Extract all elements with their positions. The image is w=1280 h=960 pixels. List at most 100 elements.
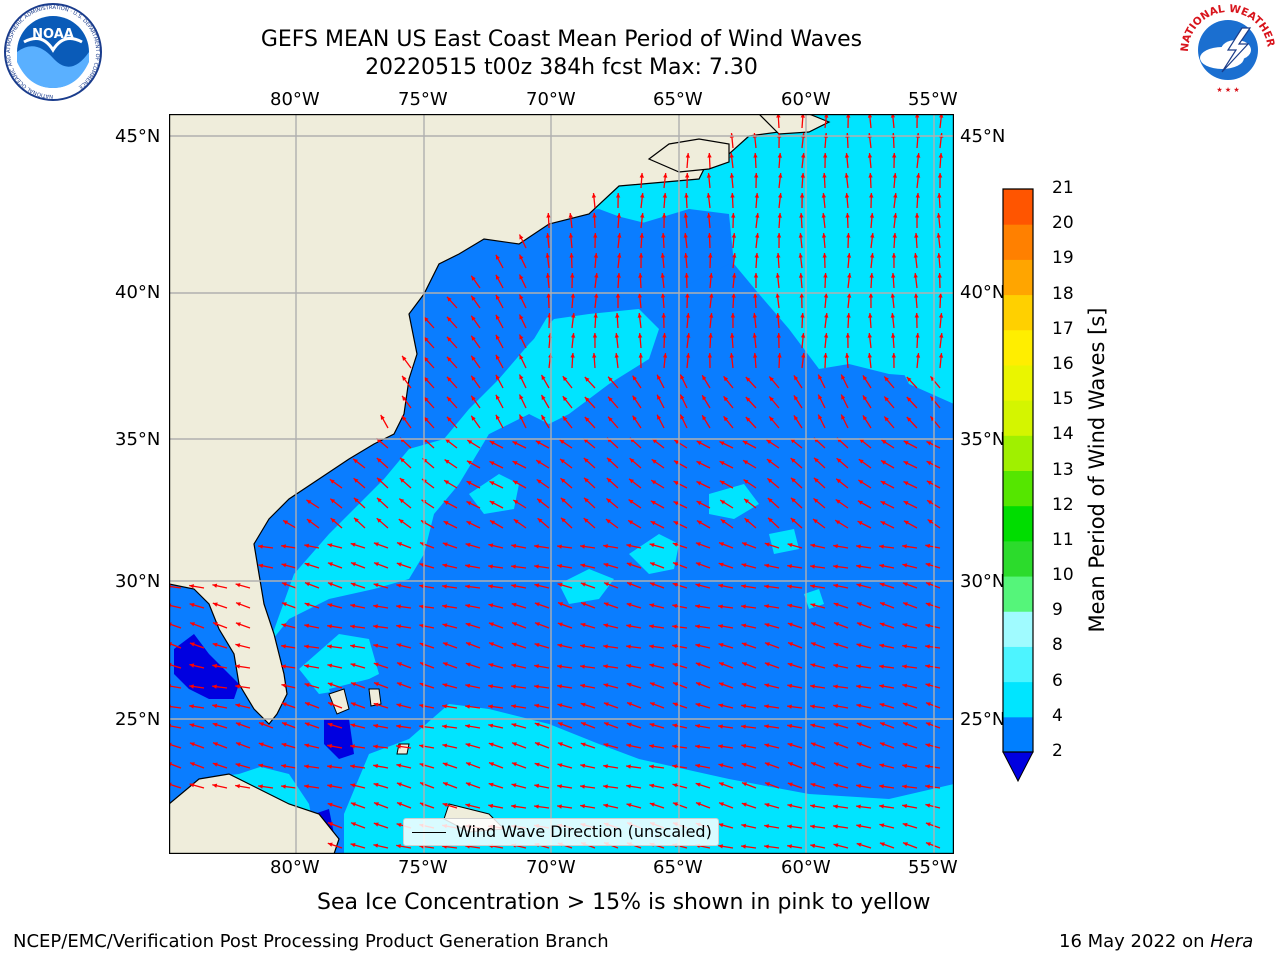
wave-direction-arrowhead	[798, 253, 803, 258]
wave-direction-arrowhead	[859, 438, 865, 444]
wave-direction-arrowhead	[833, 843, 839, 848]
wave-direction-arrowhead	[213, 622, 218, 627]
wave-direction-arrowhead	[672, 702, 678, 707]
wave-direction-arrowhead	[512, 461, 518, 466]
wave-direction-arrowhead	[685, 293, 690, 298]
wave-direction-arrowhead	[890, 313, 895, 318]
wave-direction-arrowhead	[718, 782, 724, 787]
wave-direction-arrowhead	[536, 479, 542, 484]
wave-direction-arrowhead	[374, 562, 379, 567]
wave-direction-arrowhead	[396, 643, 402, 648]
wave-direction-arrowhead	[626, 722, 632, 727]
wave-direction-arrowhead	[442, 762, 448, 767]
wave-direction-arrowhead	[629, 478, 634, 484]
wave-direction-arrowhead	[376, 518, 382, 523]
lat-tick-left-35n: 35°N	[115, 429, 161, 450]
wave-direction-arrowhead	[821, 193, 827, 198]
wave-direction-arrowhead	[821, 233, 827, 238]
wave-direction-arrowhead	[557, 643, 563, 648]
wave-direction-arrowhead	[741, 682, 747, 687]
wave-direction-arrowhead	[327, 543, 333, 548]
wave-direction-arrowhead	[790, 458, 796, 463]
wave-direction-arrowhead	[570, 353, 575, 358]
wave-direction-arrowhead	[879, 763, 885, 768]
wave-direction-arrowhead	[799, 193, 805, 198]
wave-direction-arrowhead	[856, 664, 861, 669]
wave-direction-arrowhead	[741, 563, 747, 568]
wave-direction-arrowhead	[833, 762, 839, 767]
wave-direction-arrowhead	[649, 682, 655, 687]
wave-direction-arrowhead	[754, 253, 759, 258]
wave-direction-arrowhead	[846, 114, 851, 118]
wave-direction-arrowhead	[938, 313, 944, 318]
wave-direction-arrowhead	[836, 478, 842, 484]
wave-direction-arrowhead	[511, 642, 517, 647]
wave-direction-arrowhead	[673, 562, 678, 567]
wave-direction-arrowhead	[236, 602, 241, 607]
wave-direction-arrowhead	[465, 622, 471, 627]
wave-direction-arrowhead	[696, 441, 702, 446]
wave-direction-arrowhead	[373, 843, 379, 848]
wave-direction-arrowhead	[732, 273, 737, 278]
wave-direction-arrowhead	[696, 520, 702, 525]
wave-direction-arrowhead	[879, 742, 885, 747]
wave-direction-arrowhead	[742, 441, 748, 445]
wave-direction-arrowhead	[661, 313, 666, 318]
wave-direction-arrowhead	[190, 762, 195, 767]
colorbar-tick-labels: 2 4 6 8 9 10 11 12 13 14 15 16 17 18 19 20 21	[1040, 178, 1100, 765]
wave-direction-arrowhead	[558, 602, 563, 607]
wave-direction-arrowhead	[881, 460, 886, 465]
wave-direction-arrowhead	[719, 662, 724, 667]
wave-direction-arrowhead	[833, 602, 839, 607]
wave-direction-arrowhead	[350, 663, 356, 668]
wave-direction-arrowhead	[639, 233, 644, 238]
wave-direction-arrowhead	[810, 742, 816, 747]
wave-direction-arrowhead	[402, 375, 407, 381]
map-graticule	[169, 114, 954, 854]
wave-direction-arrowhead	[560, 478, 566, 483]
wave-direction-arrowhead	[833, 663, 839, 669]
wave-direction-arrowhead	[752, 333, 757, 338]
wave-direction-arrowhead	[626, 562, 632, 567]
wave-direction-arrowhead	[605, 519, 611, 524]
wave-direction-arrowhead	[519, 414, 524, 420]
wave-direction-arrowhead	[545, 233, 551, 238]
wave-direction-arrowhead	[511, 543, 517, 549]
wave-direction-arrowhead	[557, 684, 562, 689]
colorbar-tick-label: 14	[1052, 424, 1074, 445]
wave-direction-arrowhead	[833, 684, 838, 689]
lon-tick-bottom-75w: 75°W	[398, 857, 448, 878]
colorbar-cell	[1003, 681, 1033, 718]
colorbar-tick-label: 6	[1052, 670, 1063, 691]
wave-direction-arrowhead	[764, 824, 769, 829]
wave-direction-arrowhead	[402, 355, 407, 361]
wave-direction-arrowhead	[632, 395, 637, 401]
wave-direction-arrowhead	[281, 563, 287, 568]
wave-direction-arrowhead	[745, 397, 751, 402]
wave-direction-arrowhead	[350, 764, 355, 769]
wave-direction-arrowhead	[744, 498, 749, 504]
wave-direction-arrowhead	[719, 441, 725, 446]
wave-direction-arrowhead	[488, 663, 494, 668]
wave-direction-arrowhead	[844, 153, 850, 158]
wave-direction-arrowhead	[930, 416, 936, 422]
wave-direction-arrowhead	[902, 582, 908, 587]
wave-direction-arrowhead	[638, 273, 643, 278]
wave-direction-arrowhead	[925, 722, 931, 727]
wave-direction-arrowhead	[235, 622, 241, 627]
wave-direction-arrowhead	[686, 333, 691, 338]
wave-direction-arrowhead	[718, 604, 723, 609]
wave-direction-arrowhead	[846, 233, 851, 238]
wave-direction-arrowhead	[396, 703, 402, 708]
wave-direction-arrowhead	[189, 584, 194, 589]
wave-direction-arrowhead	[695, 702, 701, 708]
wave-direction-arrowhead	[495, 394, 500, 400]
wave-direction-arrowhead	[608, 396, 613, 402]
wave-direction-arrowhead	[672, 662, 678, 668]
wave-direction-arrowhead	[212, 663, 218, 669]
wave-direction-arrowhead	[535, 440, 541, 445]
colorbar-cell	[1003, 611, 1033, 647]
colorbar-tick-label: 16	[1052, 353, 1074, 374]
colorbar-tick-label: 12	[1052, 494, 1074, 515]
wave-direction-arrowhead	[557, 664, 562, 669]
